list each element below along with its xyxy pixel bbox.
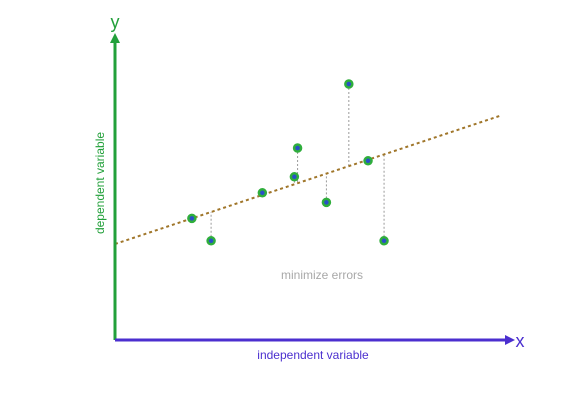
x-axis-label: independent variable	[257, 348, 369, 362]
data-point	[292, 143, 303, 153]
data-point	[206, 236, 216, 246]
data-point	[344, 79, 354, 89]
data-point	[257, 188, 268, 198]
data-points	[187, 79, 389, 246]
y-axis-letter: y	[111, 12, 120, 32]
residual-lines	[210, 84, 385, 241]
data-point	[289, 172, 300, 182]
data-point	[187, 213, 197, 224]
data-point	[379, 236, 389, 246]
annotation-minimize-errors: minimize errors	[281, 268, 363, 282]
x-axis-letter: x	[516, 331, 525, 351]
data-point	[321, 197, 332, 208]
y-axis-label: dependent variable	[93, 132, 107, 234]
regression-line	[114, 115, 500, 245]
data-point	[363, 156, 373, 166]
